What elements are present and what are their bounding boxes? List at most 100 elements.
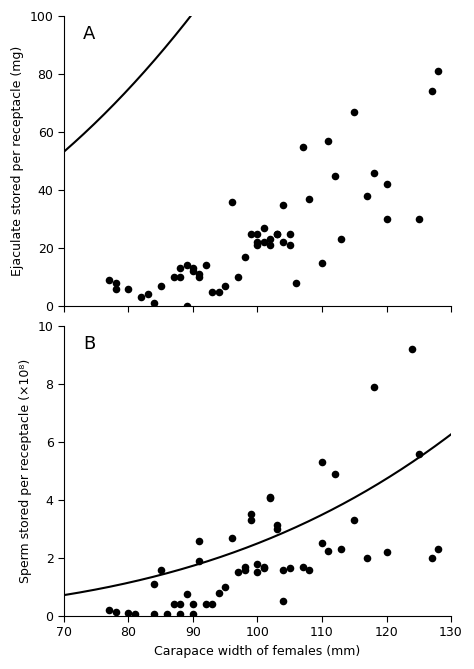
Point: [260, 237, 268, 248]
Point: [364, 191, 371, 201]
Point: [383, 213, 390, 224]
Point: [112, 278, 119, 288]
X-axis label: Carapace width of females (mm): Carapace width of females (mm): [155, 645, 361, 658]
Point: [247, 515, 255, 526]
Point: [318, 257, 326, 268]
Point: [273, 228, 281, 239]
Point: [280, 237, 287, 248]
Point: [286, 240, 293, 250]
Point: [241, 252, 248, 262]
Point: [215, 286, 223, 297]
Point: [131, 609, 139, 619]
Point: [196, 535, 203, 546]
Point: [350, 515, 358, 526]
Point: [170, 599, 177, 609]
Point: [209, 599, 216, 609]
Point: [183, 300, 191, 311]
Point: [254, 228, 261, 239]
Point: [299, 561, 306, 572]
Point: [105, 605, 113, 615]
Point: [196, 269, 203, 280]
Point: [325, 135, 332, 146]
Point: [260, 561, 268, 572]
Point: [266, 493, 274, 504]
Point: [241, 564, 248, 575]
Point: [364, 553, 371, 563]
Point: [350, 106, 358, 117]
Point: [189, 599, 197, 609]
Text: B: B: [83, 334, 96, 353]
Point: [415, 448, 422, 459]
Point: [434, 66, 442, 76]
Point: [170, 272, 177, 282]
Point: [280, 564, 287, 575]
Point: [337, 234, 345, 245]
Point: [125, 283, 132, 294]
Point: [325, 545, 332, 556]
Point: [266, 240, 274, 250]
Point: [157, 280, 164, 291]
Point: [254, 559, 261, 569]
Point: [409, 344, 416, 355]
Point: [202, 599, 210, 609]
Point: [241, 561, 248, 572]
Point: [260, 222, 268, 233]
Point: [215, 587, 223, 598]
Point: [318, 538, 326, 549]
Point: [247, 509, 255, 520]
Point: [247, 228, 255, 239]
Y-axis label: Ejaculate stored per receptacle (mg): Ejaculate stored per receptacle (mg): [11, 46, 24, 276]
Point: [112, 283, 119, 294]
Point: [254, 240, 261, 250]
Point: [254, 237, 261, 248]
Point: [150, 579, 158, 589]
Point: [305, 564, 313, 575]
Point: [157, 564, 164, 575]
Point: [266, 234, 274, 245]
Point: [228, 533, 236, 543]
Point: [415, 213, 422, 224]
Point: [266, 492, 274, 502]
Point: [318, 457, 326, 468]
Point: [183, 260, 191, 271]
Point: [428, 86, 436, 97]
Point: [112, 606, 119, 617]
Point: [383, 179, 390, 189]
Point: [183, 589, 191, 599]
Point: [137, 292, 145, 302]
Point: [286, 228, 293, 239]
Point: [383, 547, 390, 557]
Point: [176, 272, 184, 282]
Point: [189, 266, 197, 276]
Y-axis label: Sperm stored per receptacle (×10⁸): Sperm stored per receptacle (×10⁸): [19, 359, 32, 583]
Point: [150, 609, 158, 619]
Point: [286, 563, 293, 573]
Point: [221, 581, 229, 592]
Point: [273, 524, 281, 535]
Point: [337, 544, 345, 555]
Point: [331, 170, 339, 181]
Point: [234, 567, 242, 578]
Point: [273, 519, 281, 530]
Point: [189, 609, 197, 619]
Point: [273, 228, 281, 239]
Text: A: A: [83, 25, 96, 43]
Point: [280, 596, 287, 607]
Point: [331, 468, 339, 479]
Point: [434, 544, 442, 555]
Point: [196, 555, 203, 566]
Point: [280, 199, 287, 210]
Point: [176, 609, 184, 619]
Point: [176, 263, 184, 274]
Point: [260, 563, 268, 573]
Point: [209, 286, 216, 297]
Point: [234, 272, 242, 282]
Point: [189, 263, 197, 274]
Point: [125, 607, 132, 618]
Point: [176, 599, 184, 609]
Point: [196, 272, 203, 282]
Point: [221, 280, 229, 291]
Point: [228, 196, 236, 207]
Point: [105, 274, 113, 285]
Point: [144, 289, 152, 300]
